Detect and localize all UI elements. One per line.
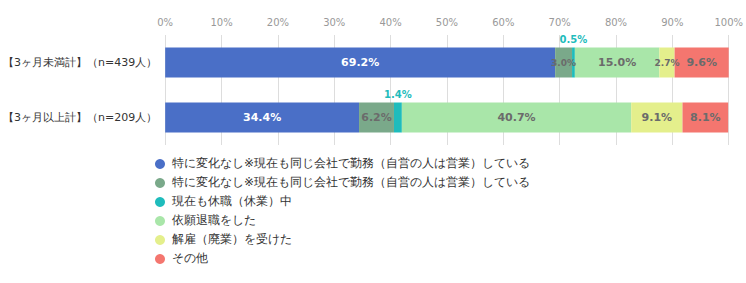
svg-text:80%: 80%: [605, 17, 627, 28]
svg-text:依願退職をした: 依願退職をした: [172, 213, 256, 227]
svg-text:その他: その他: [172, 251, 208, 265]
svg-text:0%: 0%: [157, 17, 173, 28]
svg-text:6.2%: 6.2%: [361, 111, 392, 124]
svg-text:2.7%: 2.7%: [655, 58, 680, 68]
svg-text:8.1%: 8.1%: [690, 111, 721, 124]
svg-text:60%: 60%: [492, 17, 514, 28]
svg-text:現在も休職（休業）中: 現在も休職（休業）中: [172, 194, 292, 208]
svg-text:69.2%: 69.2%: [341, 56, 379, 69]
svg-text:特に変化なし※現在も同じ会社で勤務（自営の人は営業）している: 特に変化なし※現在も同じ会社で勤務（自営の人は営業）している: [172, 156, 530, 170]
svg-text:特に変化なし※現在も同じ会社で勤務（自営の人は営業）している: 特に変化なし※現在も同じ会社で勤務（自営の人は営業）している: [172, 175, 530, 189]
svg-text:90%: 90%: [661, 17, 683, 28]
svg-text:9.1%: 9.1%: [642, 111, 673, 124]
svg-text:30%: 30%: [323, 17, 345, 28]
svg-text:15.0%: 15.0%: [598, 56, 636, 69]
svg-text:20%: 20%: [267, 17, 289, 28]
svg-text:40.7%: 40.7%: [497, 111, 535, 124]
svg-text:【3ヶ月以上計】（n=209人）: 【3ヶ月以上計】（n=209人）: [3, 111, 157, 124]
svg-text:10%: 10%: [210, 17, 232, 28]
svg-text:40%: 40%: [379, 17, 401, 28]
svg-text:【3ヶ月未満計】（n=439人）: 【3ヶ月未満計】（n=439人）: [3, 56, 157, 69]
svg-text:0.5%: 0.5%: [560, 34, 588, 45]
svg-text:解雇（廃業）を受けた: 解雇（廃業）を受けた: [172, 232, 292, 246]
svg-text:70%: 70%: [549, 17, 571, 28]
svg-text:9.6%: 9.6%: [686, 56, 717, 69]
svg-text:1.4%: 1.4%: [384, 89, 412, 100]
svg-text:3.0%: 3.0%: [551, 58, 576, 68]
svg-text:50%: 50%: [436, 17, 458, 28]
svg-text:34.4%: 34.4%: [243, 111, 281, 124]
svg-text:100%: 100%: [714, 17, 743, 28]
